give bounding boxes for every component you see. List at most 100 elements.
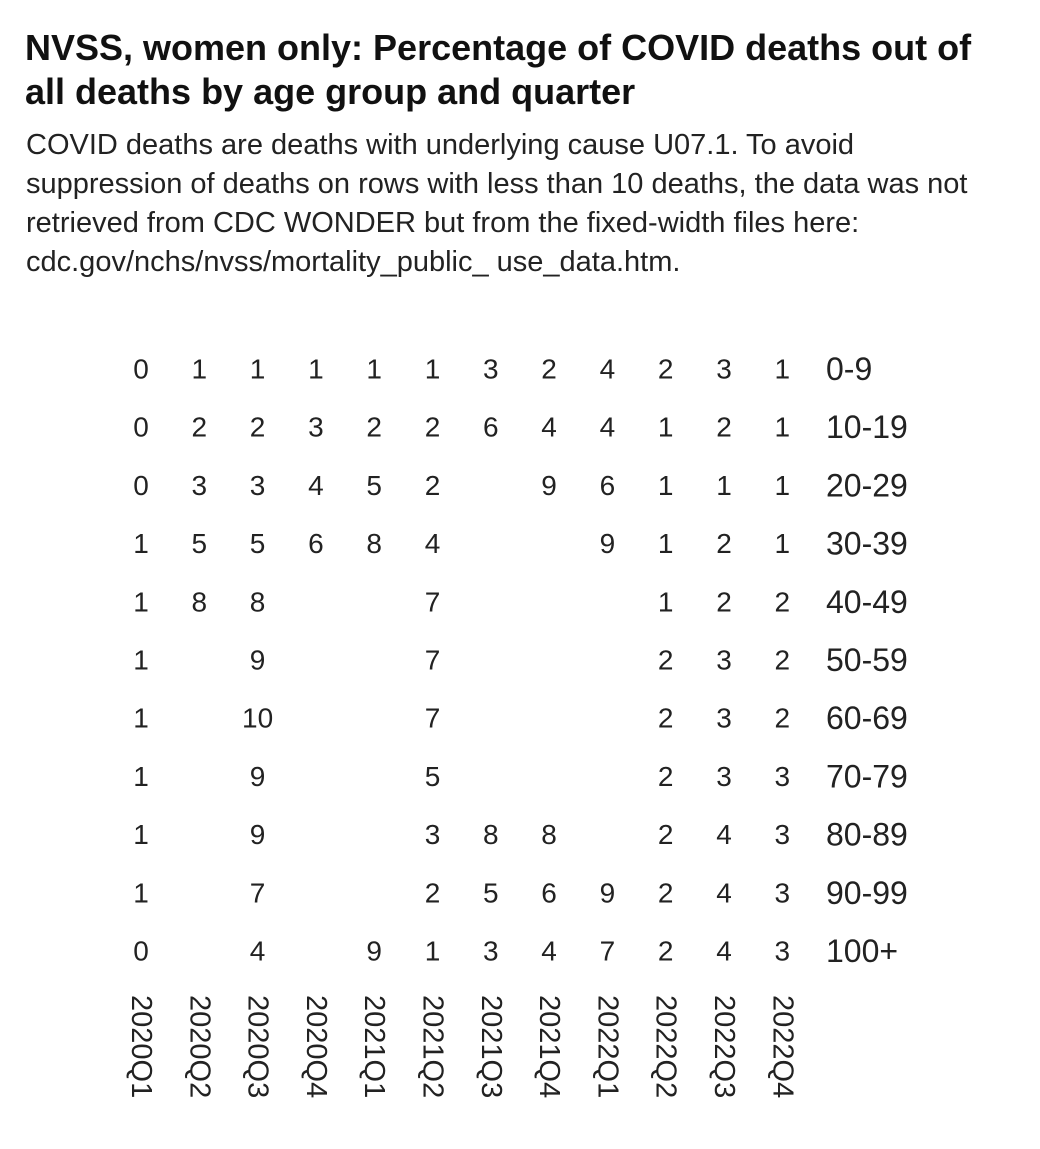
table-cell: 1 — [425, 354, 441, 385]
table-cell: 3 — [716, 354, 732, 385]
table-cell: 7 — [425, 703, 441, 734]
row-label: 60-69 — [826, 700, 908, 736]
table-cell: 2 — [658, 703, 674, 734]
table-cell: 2 — [716, 412, 732, 443]
table-cell: 4 — [716, 877, 732, 908]
table-cell: 8 — [366, 528, 382, 559]
table-cell: 3 — [716, 761, 732, 792]
table-cell: 3 — [716, 703, 732, 734]
column-label: 2020Q1 — [125, 995, 157, 1098]
table-cell: 2 — [775, 703, 791, 734]
table-cells: 0 1 1 1 1 1 3 2 4 2 3 10 2 2 3 2 2 6 4 4 1 2 10 3 3 4 5 2 9 6 1 1 11 5 5 6 8… — [133, 354, 790, 967]
table-cell: 6 — [483, 412, 499, 443]
table-cell: 9 — [366, 936, 382, 967]
quarter-labels: 2020Q1 2020Q2 2020Q3 2020Q4 2021Q1 2021Q2 2021… — [125, 995, 798, 1098]
row-label: 80-89 — [826, 817, 908, 853]
table-cell: 8 — [192, 586, 208, 617]
table-cell: 3 — [250, 470, 266, 501]
table-cell: 1 — [133, 586, 149, 617]
table-cell: 1 — [425, 936, 441, 967]
row-label: 90-99 — [826, 875, 908, 911]
row-label: 40-49 — [826, 584, 908, 620]
table-cell: 6 — [308, 528, 324, 559]
table-cell: 2 — [366, 412, 382, 443]
table-cell: 2 — [658, 877, 674, 908]
table-cell: 2 — [658, 936, 674, 967]
table-cell: 2 — [658, 645, 674, 676]
table-cell: 4 — [541, 412, 557, 443]
age-group-labels: 0-9 10-19 20-29 30-39 40-49 50-59 60-69 70-79 80… — [826, 351, 908, 969]
table-cell: 10 — [242, 703, 273, 734]
table-cell: 3 — [775, 819, 791, 850]
table-cell: 1 — [250, 354, 266, 385]
table-cell: 1 — [658, 412, 674, 443]
column-label: 2022Q4 — [766, 995, 798, 1098]
row-label: 30-39 — [826, 526, 908, 562]
table-cell: 1 — [366, 354, 382, 385]
chart-subtitle: COVID deaths are deaths with underlying … — [26, 129, 968, 278]
table-cell: 3 — [775, 761, 791, 792]
table-cell: 2 — [658, 761, 674, 792]
column-label: 2021Q4 — [533, 995, 565, 1098]
table-cell: 4 — [716, 936, 732, 967]
table-cell: 3 — [775, 936, 791, 967]
table-cell: 4 — [250, 936, 266, 967]
row-label: 10-19 — [826, 409, 908, 445]
table-cell: 3 — [308, 412, 324, 443]
table-cell: 4 — [425, 528, 441, 559]
table-cell: 7 — [425, 586, 441, 617]
table-cell: 9 — [600, 528, 616, 559]
table-cell: 1 — [658, 586, 674, 617]
table-cell: 7 — [425, 645, 441, 676]
table-cell: 1 — [775, 528, 791, 559]
table-cell: 1 — [133, 703, 149, 734]
table-cell: 2 — [192, 412, 208, 443]
table-cell: 8 — [250, 586, 266, 617]
column-label: 2021Q3 — [475, 995, 507, 1098]
table-cell: 1 — [133, 877, 149, 908]
row-label: 20-29 — [826, 467, 908, 503]
row-label: 70-79 — [826, 758, 908, 794]
chart-title: NVSS, women only: Percentage of COVID de… — [25, 27, 972, 112]
table-cell: 1 — [192, 354, 208, 385]
table-cell: 2 — [425, 412, 441, 443]
table-cell: 9 — [600, 877, 616, 908]
table-cell: 2 — [716, 528, 732, 559]
column-label: 2020Q4 — [300, 995, 332, 1098]
table-cell: 2 — [425, 877, 441, 908]
table-cell: 6 — [600, 470, 616, 501]
table-cell: 9 — [541, 470, 557, 501]
table-cell: 3 — [775, 877, 791, 908]
table-cell: 0 — [133, 470, 149, 501]
table-cell: 3 — [192, 470, 208, 501]
table-cell: 3 — [483, 354, 499, 385]
table-cell: 2 — [250, 412, 266, 443]
table-cell: 5 — [366, 470, 382, 501]
table-cell: 6 — [541, 877, 557, 908]
table-cell: 3 — [716, 645, 732, 676]
table-cell: 1 — [775, 354, 791, 385]
table-cell: 3 — [425, 819, 441, 850]
table-cell: 0 — [133, 936, 149, 967]
table-cell: 1 — [658, 470, 674, 501]
table-cell: 7 — [250, 877, 266, 908]
table-cell: 1 — [658, 528, 674, 559]
table-cell: 1 — [133, 819, 149, 850]
column-label: 2021Q2 — [417, 995, 449, 1098]
table-cell: 0 — [133, 412, 149, 443]
table-cell: 5 — [425, 761, 441, 792]
table-cell: 4 — [600, 412, 616, 443]
table-cell: 9 — [250, 761, 266, 792]
column-label: 2022Q3 — [708, 995, 740, 1098]
column-label: 2021Q1 — [358, 995, 390, 1098]
column-label: 2022Q1 — [591, 995, 623, 1098]
table-cell: 5 — [483, 877, 499, 908]
table-cell: 1 — [133, 528, 149, 559]
column-label: 2020Q2 — [183, 995, 215, 1098]
table-cell: 4 — [541, 936, 557, 967]
table-cell: 9 — [250, 645, 266, 676]
table-cell: 4 — [308, 470, 324, 501]
table-cell: 8 — [483, 819, 499, 850]
table-cell: 1 — [775, 412, 791, 443]
